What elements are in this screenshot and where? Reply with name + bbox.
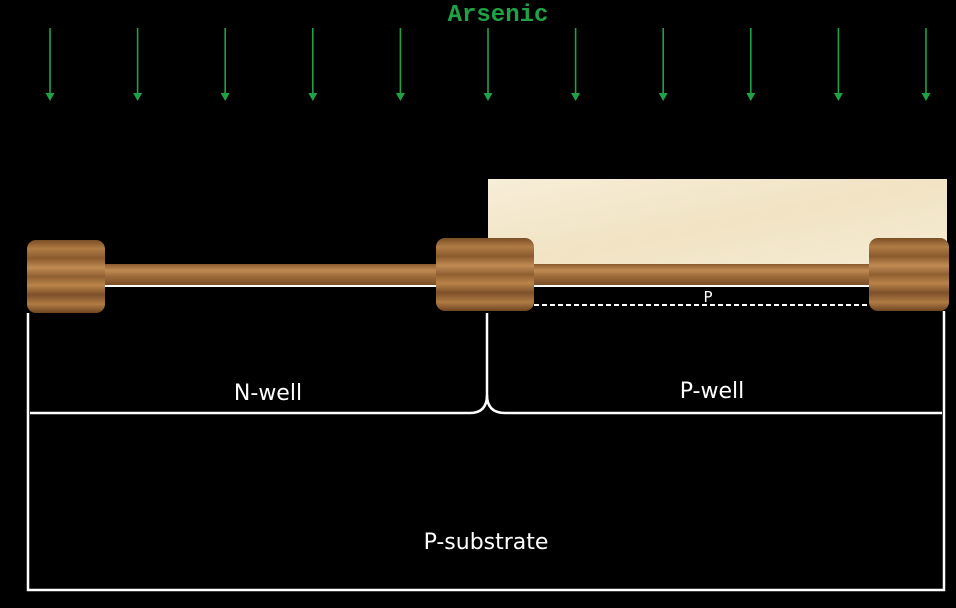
p-implant-label: P xyxy=(703,288,712,306)
implant-arrow xyxy=(833,28,843,101)
implant-species-label: Arsenic xyxy=(448,2,549,29)
p-substrate-label: P-substrate xyxy=(424,530,549,555)
implant-arrow xyxy=(483,28,493,101)
implant-arrow xyxy=(308,28,318,101)
p-well-label: P-well xyxy=(680,379,744,404)
implant-arrows xyxy=(45,28,931,101)
implant-arrow xyxy=(220,28,230,101)
implant-arrow xyxy=(45,28,55,101)
thin-oxide-right xyxy=(530,264,872,285)
implant-arrow xyxy=(658,28,668,101)
field-oxide-left xyxy=(27,240,105,313)
field-oxide-center xyxy=(436,238,534,311)
well-outlines xyxy=(26,311,946,592)
n-well-label: N-well xyxy=(234,381,302,406)
implant-arrow xyxy=(921,28,931,101)
implant-arrow xyxy=(571,28,581,101)
implant-arrow xyxy=(746,28,756,101)
implant-arrow xyxy=(133,28,143,101)
thin-oxide-left xyxy=(100,264,440,285)
implant-arrow xyxy=(395,28,405,101)
field-oxide-right xyxy=(869,238,949,311)
